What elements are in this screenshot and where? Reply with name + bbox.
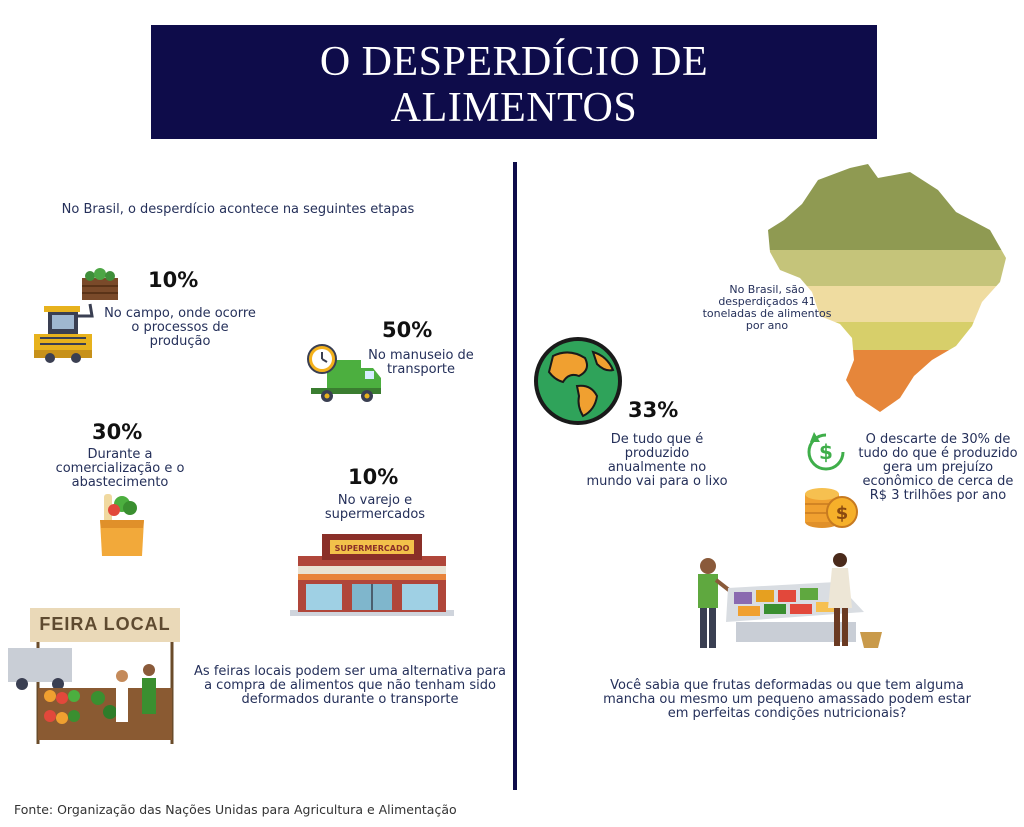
brazil-waste-text: No Brasil, são desperdiçados 41 tonelada… (702, 283, 832, 332)
fruit-text: Você sabia que frutas deformadas ou que … (603, 678, 971, 721)
title-banner: O DESPERDÍCIO DE ALIMENTOS (151, 25, 877, 139)
harvester-icon (34, 268, 118, 363)
delivery-truck-icon (307, 344, 381, 402)
stage-transport-text: No manuseio de transporte (368, 348, 474, 377)
center-divider (513, 162, 517, 790)
economy-text: O descarte de 30% de tudo do que é produ… (858, 432, 1018, 503)
title-line-2: ALIMENTOS (390, 85, 638, 131)
stage-transport-percent: 50% (382, 318, 433, 342)
stage-field-percent: 10% (148, 268, 199, 292)
market-sign: FEIRA LOCAL (39, 614, 171, 634)
grocery-bag-icon (100, 494, 144, 556)
stage-field-text: No campo, onde ocorre o processos de pro… (104, 306, 256, 349)
intro-text: No Brasil, o desperdício acontece na seg… (61, 202, 415, 217)
stage-retail-percent: 10% (348, 465, 399, 489)
market-text: As feiras locais podem ser uma alternati… (194, 664, 506, 707)
stage-commerce-text: Durante a comercialização e o abastecime… (55, 447, 185, 490)
fruit-stand-illustration (698, 553, 882, 648)
svg-text:$: $ (819, 440, 833, 464)
dollar-cycle-icon: $ (807, 432, 845, 471)
coins-icon: $ (805, 488, 858, 528)
world-waste-text: De tudo que é produzido anualmente no mu… (586, 432, 728, 489)
svg-text:$: $ (836, 503, 849, 524)
globe-icon (534, 337, 622, 425)
supermarket-sign: SUPERMERCADO (334, 544, 410, 553)
world-waste-percent: 33% (628, 398, 679, 422)
stage-commerce-percent: 30% (92, 420, 143, 444)
brazil-map-icon (768, 164, 1006, 412)
title-line-1: O DESPERDÍCIO DE (319, 39, 709, 85)
local-market-illustration (8, 608, 180, 744)
stage-retail-text: No varejo e supermercados (324, 493, 426, 522)
supermarket-icon (290, 534, 454, 616)
source-credit: Fonte: Organização das Nações Unidas par… (14, 802, 457, 817)
